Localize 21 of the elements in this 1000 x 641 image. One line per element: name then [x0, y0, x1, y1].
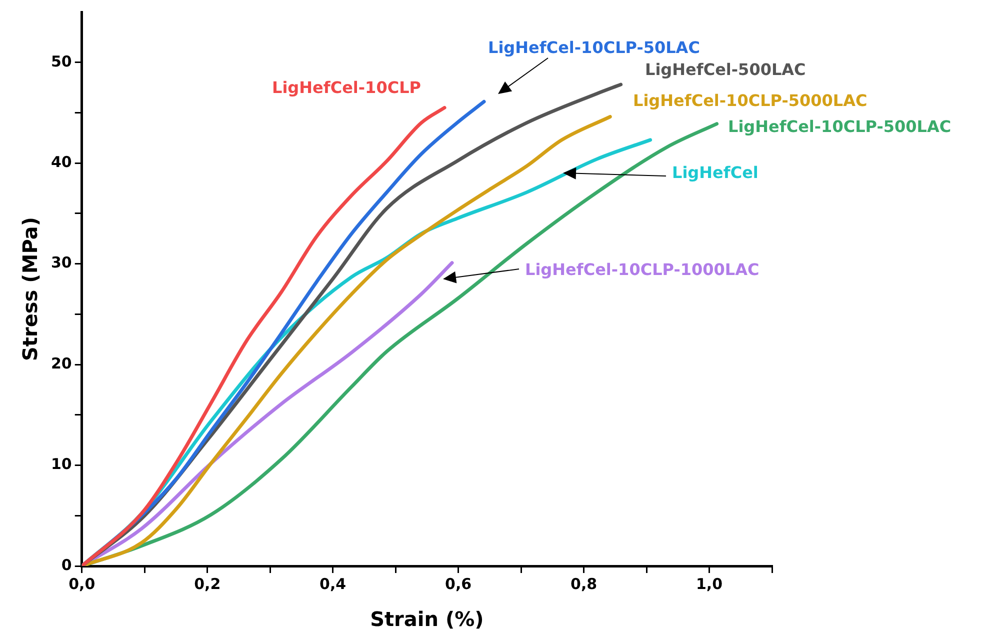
- series-label: LigHefCel-500LAC: [645, 60, 806, 79]
- text: LigHefCel-10CLP-50LAC: [488, 38, 700, 57]
- text: LigHefCel-10CLP-1000LAC: [525, 260, 760, 279]
- series-label: LigHefCel-10CLP-500LAC: [728, 117, 952, 136]
- series-label: LigHefCel-10CLP-5000LAC: [633, 91, 868, 110]
- y-tick-label: 40: [51, 152, 72, 171]
- y-tick-label: 10: [51, 455, 72, 474]
- x-tick-label: 1,0: [696, 574, 723, 593]
- x-tick-label: 0,6: [445, 574, 472, 593]
- y-tick-label: 50: [51, 52, 72, 70]
- x-tick-label: 0,2: [194, 574, 221, 593]
- y-axis-title: Stress (MPa): [18, 217, 42, 361]
- series-label: LigHefCel: [672, 163, 758, 182]
- series-label: LigHefCel-10CLP: [272, 78, 422, 97]
- x-axis-title: Strain (%): [370, 607, 484, 632]
- x-tick-label: 0,4: [320, 574, 346, 593]
- y-tick-label: 0: [61, 556, 72, 574]
- x-tick-label: 0,0: [68, 574, 96, 593]
- y-tick-label: 30: [51, 254, 72, 272]
- x-tick-label: 0,8: [570, 574, 598, 593]
- y-tick-label: 20: [51, 354, 72, 372]
